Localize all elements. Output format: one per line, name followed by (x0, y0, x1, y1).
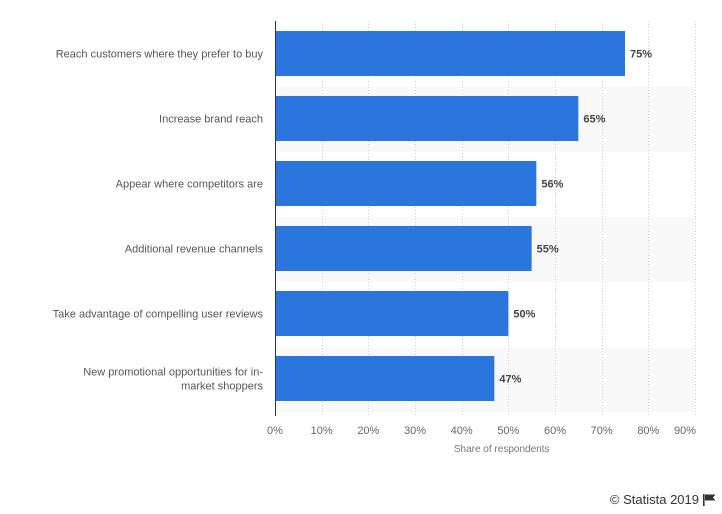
bar[interactable] (275, 226, 532, 271)
value-label: 55% (537, 244, 559, 256)
bar[interactable] (275, 356, 495, 401)
category-label: Increase brand reach (159, 114, 263, 126)
bar[interactable] (275, 161, 537, 206)
bar[interactable] (275, 96, 579, 141)
x-tick-label: 20% (357, 425, 379, 437)
bars (275, 31, 625, 401)
category-label: Reach customers where they prefer to buy (56, 49, 264, 61)
x-tick-label: 0% (267, 425, 283, 437)
value-labels: 75% 65% 56% 55% 50% 47% (499, 49, 652, 386)
bar[interactable] (275, 291, 509, 336)
x-tick-label: 40% (451, 425, 473, 437)
category-labels: Reach customers where they prefer to buy… (53, 49, 264, 393)
value-label: 75% (630, 49, 652, 61)
copyright-text: © Statista 2019 (609, 492, 699, 507)
footer: © Statista 2019 (610, 492, 716, 507)
value-label: 65% (583, 114, 605, 126)
category-label: Additional revenue channels (125, 244, 264, 256)
x-tick-label: 80% (637, 425, 659, 437)
category-label: Appear where competitors are (116, 179, 263, 191)
x-tick-label: 10% (311, 425, 333, 437)
x-tick-label: 70% (591, 425, 613, 437)
category-label: New promotional opportunities for in-mar… (83, 367, 263, 393)
x-tick-label: 60% (544, 425, 566, 437)
x-tick-label: 90% (674, 425, 696, 437)
value-label: 50% (513, 309, 535, 321)
value-label: 56% (541, 179, 563, 191)
bar-chart: 75% 65% 56% 55% 50% 47% Reach customers where… (53, 21, 696, 455)
x-tick-labels: 0% 10% 20% 30% 40% 50% 60% 70% 80% 90% (267, 425, 696, 437)
x-tick-label: 50% (497, 425, 519, 437)
category-label: Take advantage of compelling user review… (53, 309, 264, 321)
value-label: 47% (499, 374, 521, 386)
bar[interactable] (275, 31, 625, 76)
x-tick-label: 30% (404, 425, 426, 437)
flag-icon[interactable] (703, 493, 716, 506)
x-axis-title: Share of respondents (454, 444, 550, 455)
